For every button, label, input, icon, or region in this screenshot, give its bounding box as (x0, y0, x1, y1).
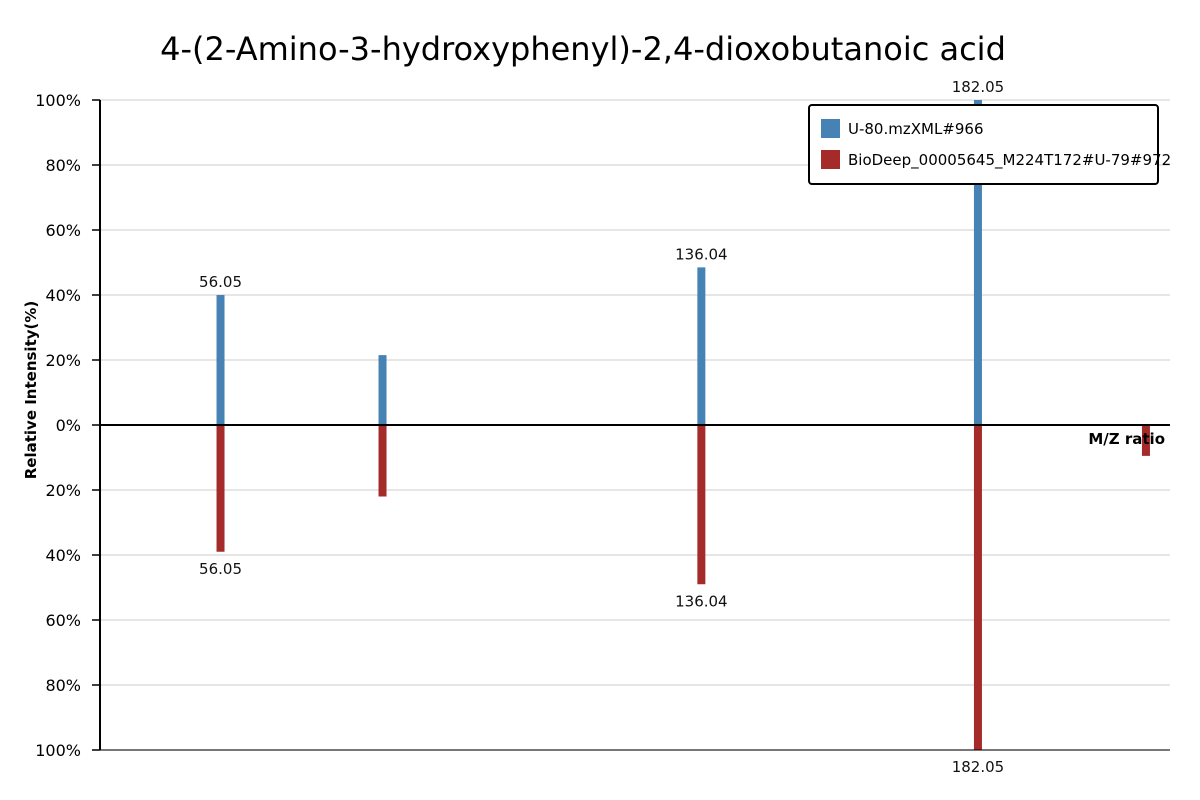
peak-bar-series-1 (973, 100, 982, 425)
peak-label-series-1: 136.04 (675, 245, 728, 263)
y-tick-label: 20% (45, 351, 81, 370)
peak-bar-series-1 (378, 355, 387, 425)
peak-bar-series-2 (216, 425, 225, 552)
y-tick-label: 100% (35, 741, 81, 760)
peak-bars (216, 100, 1150, 750)
legend-swatch-series-1 (821, 119, 840, 138)
y-axis-title: Relative Intensity(%) (22, 301, 40, 480)
legend-label-series-2: BioDeep_00005645_M224T172#U-79#972 (848, 151, 1171, 170)
y-tick-label: 0% (56, 416, 81, 435)
peak-label-series-1: 182.05 (952, 78, 1005, 96)
peak-labels: 56.05 136.04 182.05 56.05 136.04 182.05 (199, 78, 1004, 776)
x-axis-title: M/Z ratio (1088, 430, 1165, 448)
peak-bar-series-2 (973, 425, 982, 750)
chart-title: 4-(2-Amino-3-hydroxyphenyl)-2,4-dioxobut… (160, 30, 1006, 68)
peak-bar-series-1 (697, 267, 706, 425)
peak-bar-series-2 (697, 425, 706, 585)
y-tick-label: 20% (45, 481, 81, 500)
legend-label-series-1: U-80.mzXML#966 (848, 120, 984, 138)
y-tick-label: 60% (45, 221, 81, 240)
y-tick-label: 60% (45, 611, 81, 630)
peak-bar-series-2 (1141, 425, 1150, 456)
peak-label-series-1: 56.05 (199, 273, 242, 291)
y-tick-label: 100% (35, 91, 81, 110)
legend-box (808, 104, 1159, 185)
y-tick-label: 40% (45, 286, 81, 305)
peak-bar-series-1 (216, 295, 225, 425)
y-tick-label: 40% (45, 546, 81, 565)
legend-swatch-series-2 (821, 150, 840, 169)
peak-label-series-2: 182.05 (952, 758, 1005, 776)
peak-label-series-2: 136.04 (675, 592, 728, 610)
peak-label-series-2: 56.05 (199, 560, 242, 578)
y-tick-label: 80% (45, 676, 81, 695)
y-tick-label: 80% (45, 156, 81, 175)
legend: U-80.mzXML#966 BioDeep_00005645_M224T172… (808, 104, 1171, 185)
axes: 100% 80% 60% 40% 20% 0% 20% 40% 60% 80% 100% (35, 91, 1170, 760)
peak-bar-series-2 (378, 425, 387, 497)
